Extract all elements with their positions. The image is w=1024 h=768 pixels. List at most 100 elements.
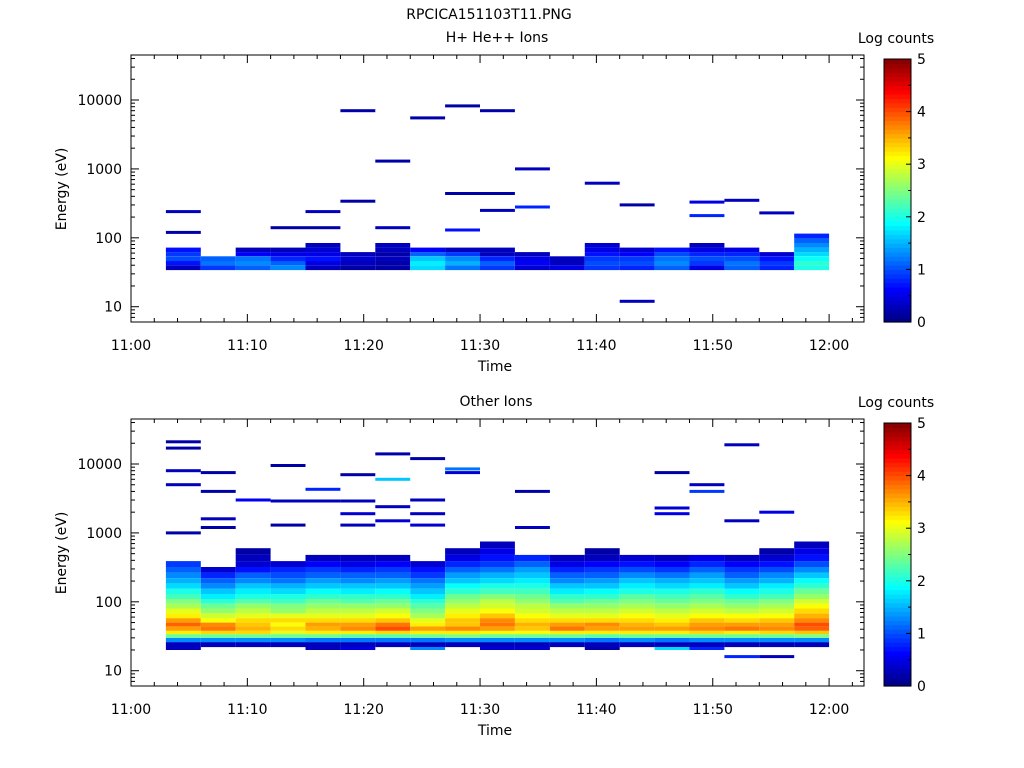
heatmap-cell	[445, 554, 480, 562]
heatmap-cell	[305, 252, 341, 257]
heatmap-cell	[584, 247, 620, 253]
heatmap-cell	[515, 647, 550, 650]
heatmap-cell	[200, 603, 236, 609]
heatmap-cell	[619, 265, 655, 271]
heatmap-cell	[375, 477, 411, 481]
colorbar-swatch	[884, 427, 911, 433]
heatmap-cell	[480, 608, 515, 614]
heatmap-cell	[515, 583, 550, 589]
heatmap-cell	[584, 572, 620, 579]
heatmap-cell	[759, 567, 795, 573]
colorbar-swatch	[884, 111, 911, 117]
heatmap-cell	[654, 613, 690, 619]
heatmap-cell	[480, 252, 515, 257]
y-axis-label: Energy (eV)	[54, 512, 70, 595]
plot-frame	[130, 54, 865, 323]
heatmap-cell	[619, 634, 655, 638]
heatmap-cell	[375, 634, 411, 638]
colorbar-swatch	[884, 458, 911, 464]
heatmap-cell	[584, 630, 620, 635]
heatmap-cell	[689, 583, 725, 589]
heatmap-cell	[619, 613, 655, 619]
colorbar-swatch	[884, 629, 911, 634]
heatmap-cell	[584, 243, 620, 248]
colorbar-swatch	[884, 155, 911, 161]
heatmap-cell	[340, 583, 376, 589]
heatmap-cell	[724, 613, 760, 619]
heatmap-cell	[165, 622, 201, 627]
heatmap-cell	[445, 256, 480, 262]
colorbar-swatch	[884, 247, 911, 253]
heatmap-cell	[619, 578, 655, 584]
heatmap-cell	[794, 578, 830, 584]
colorbar-swatch	[884, 655, 911, 661]
colorbar-swatch	[884, 615, 911, 621]
heatmap-cell	[235, 626, 271, 631]
heatmap-cell	[689, 594, 725, 599]
heatmap-cell	[200, 642, 236, 648]
heatmap-cell	[689, 483, 725, 487]
heatmap-cell	[759, 637, 795, 643]
heatmap-cell	[445, 637, 480, 643]
colorbar-swatch	[884, 186, 911, 192]
heatmap-cell	[375, 247, 411, 253]
heatmap-cell	[654, 247, 690, 253]
heatmap-cell	[165, 446, 201, 450]
heatmap-cell	[515, 167, 550, 171]
heatmap-cell	[235, 630, 271, 635]
heatmap-cell	[549, 642, 585, 648]
colorbar-swatch	[884, 72, 911, 78]
heatmap-cell	[759, 613, 795, 619]
heatmap-cell	[375, 572, 411, 579]
heatmap-cell	[689, 554, 725, 562]
heatmap-cell	[200, 261, 236, 266]
x-tick-label: 11:50	[693, 702, 733, 718]
heatmap-cell	[165, 588, 201, 594]
heatmap-cell	[480, 603, 515, 609]
heatmap-cell	[759, 572, 795, 579]
figure-title: RPCICA151103T11.PNG	[406, 7, 571, 23]
colorbar-swatch	[884, 528, 911, 534]
heatmap-cell	[724, 519, 760, 523]
heatmap-cell	[794, 554, 830, 562]
y-tick-label: 10	[104, 300, 122, 316]
heatmap-cell	[584, 608, 620, 614]
x-tick-label: 11:50	[693, 338, 733, 354]
heatmap-cell	[305, 554, 341, 562]
colorbar-swatch	[884, 67, 911, 73]
heatmap-cell	[340, 256, 376, 262]
heatmap-cell	[340, 499, 376, 503]
heatmap-cell	[165, 630, 201, 635]
heatmap-cell	[724, 642, 760, 648]
heatmap-cell	[584, 561, 620, 567]
heatmap-cell	[235, 634, 271, 638]
heatmap-cell	[270, 642, 306, 648]
heatmap-cell	[619, 252, 655, 257]
heatmap-cell	[270, 626, 306, 631]
heatmap-cell	[654, 588, 690, 594]
heatmap-cell	[410, 613, 446, 619]
heatmap-cell	[410, 603, 446, 609]
heatmap-cell	[654, 622, 690, 627]
colorbar-swatch	[884, 304, 911, 310]
heatmap-cell	[305, 626, 341, 631]
colorbar-swatch	[884, 89, 911, 95]
heatmap-cell	[759, 622, 795, 627]
colorbar-swatch	[884, 519, 911, 525]
heatmap-cell	[689, 265, 725, 271]
heatmap-cell	[515, 261, 550, 266]
heatmap-cell	[724, 608, 760, 614]
heatmap-cell	[724, 198, 760, 202]
colorbar-swatch	[884, 107, 911, 113]
heatmap-cell	[584, 261, 620, 266]
colorbar-swatch	[884, 493, 911, 499]
heatmap-cell	[200, 626, 236, 631]
heatmap-cell	[794, 634, 830, 638]
heatmap-cell	[270, 567, 306, 573]
x-tick-label: 11:20	[344, 702, 384, 718]
heatmap-cell	[410, 626, 446, 631]
heatmap-cell	[445, 642, 480, 648]
heatmap-cell	[340, 572, 376, 579]
colorbar-swatch	[884, 317, 911, 323]
colorbar-swatch	[884, 94, 911, 100]
